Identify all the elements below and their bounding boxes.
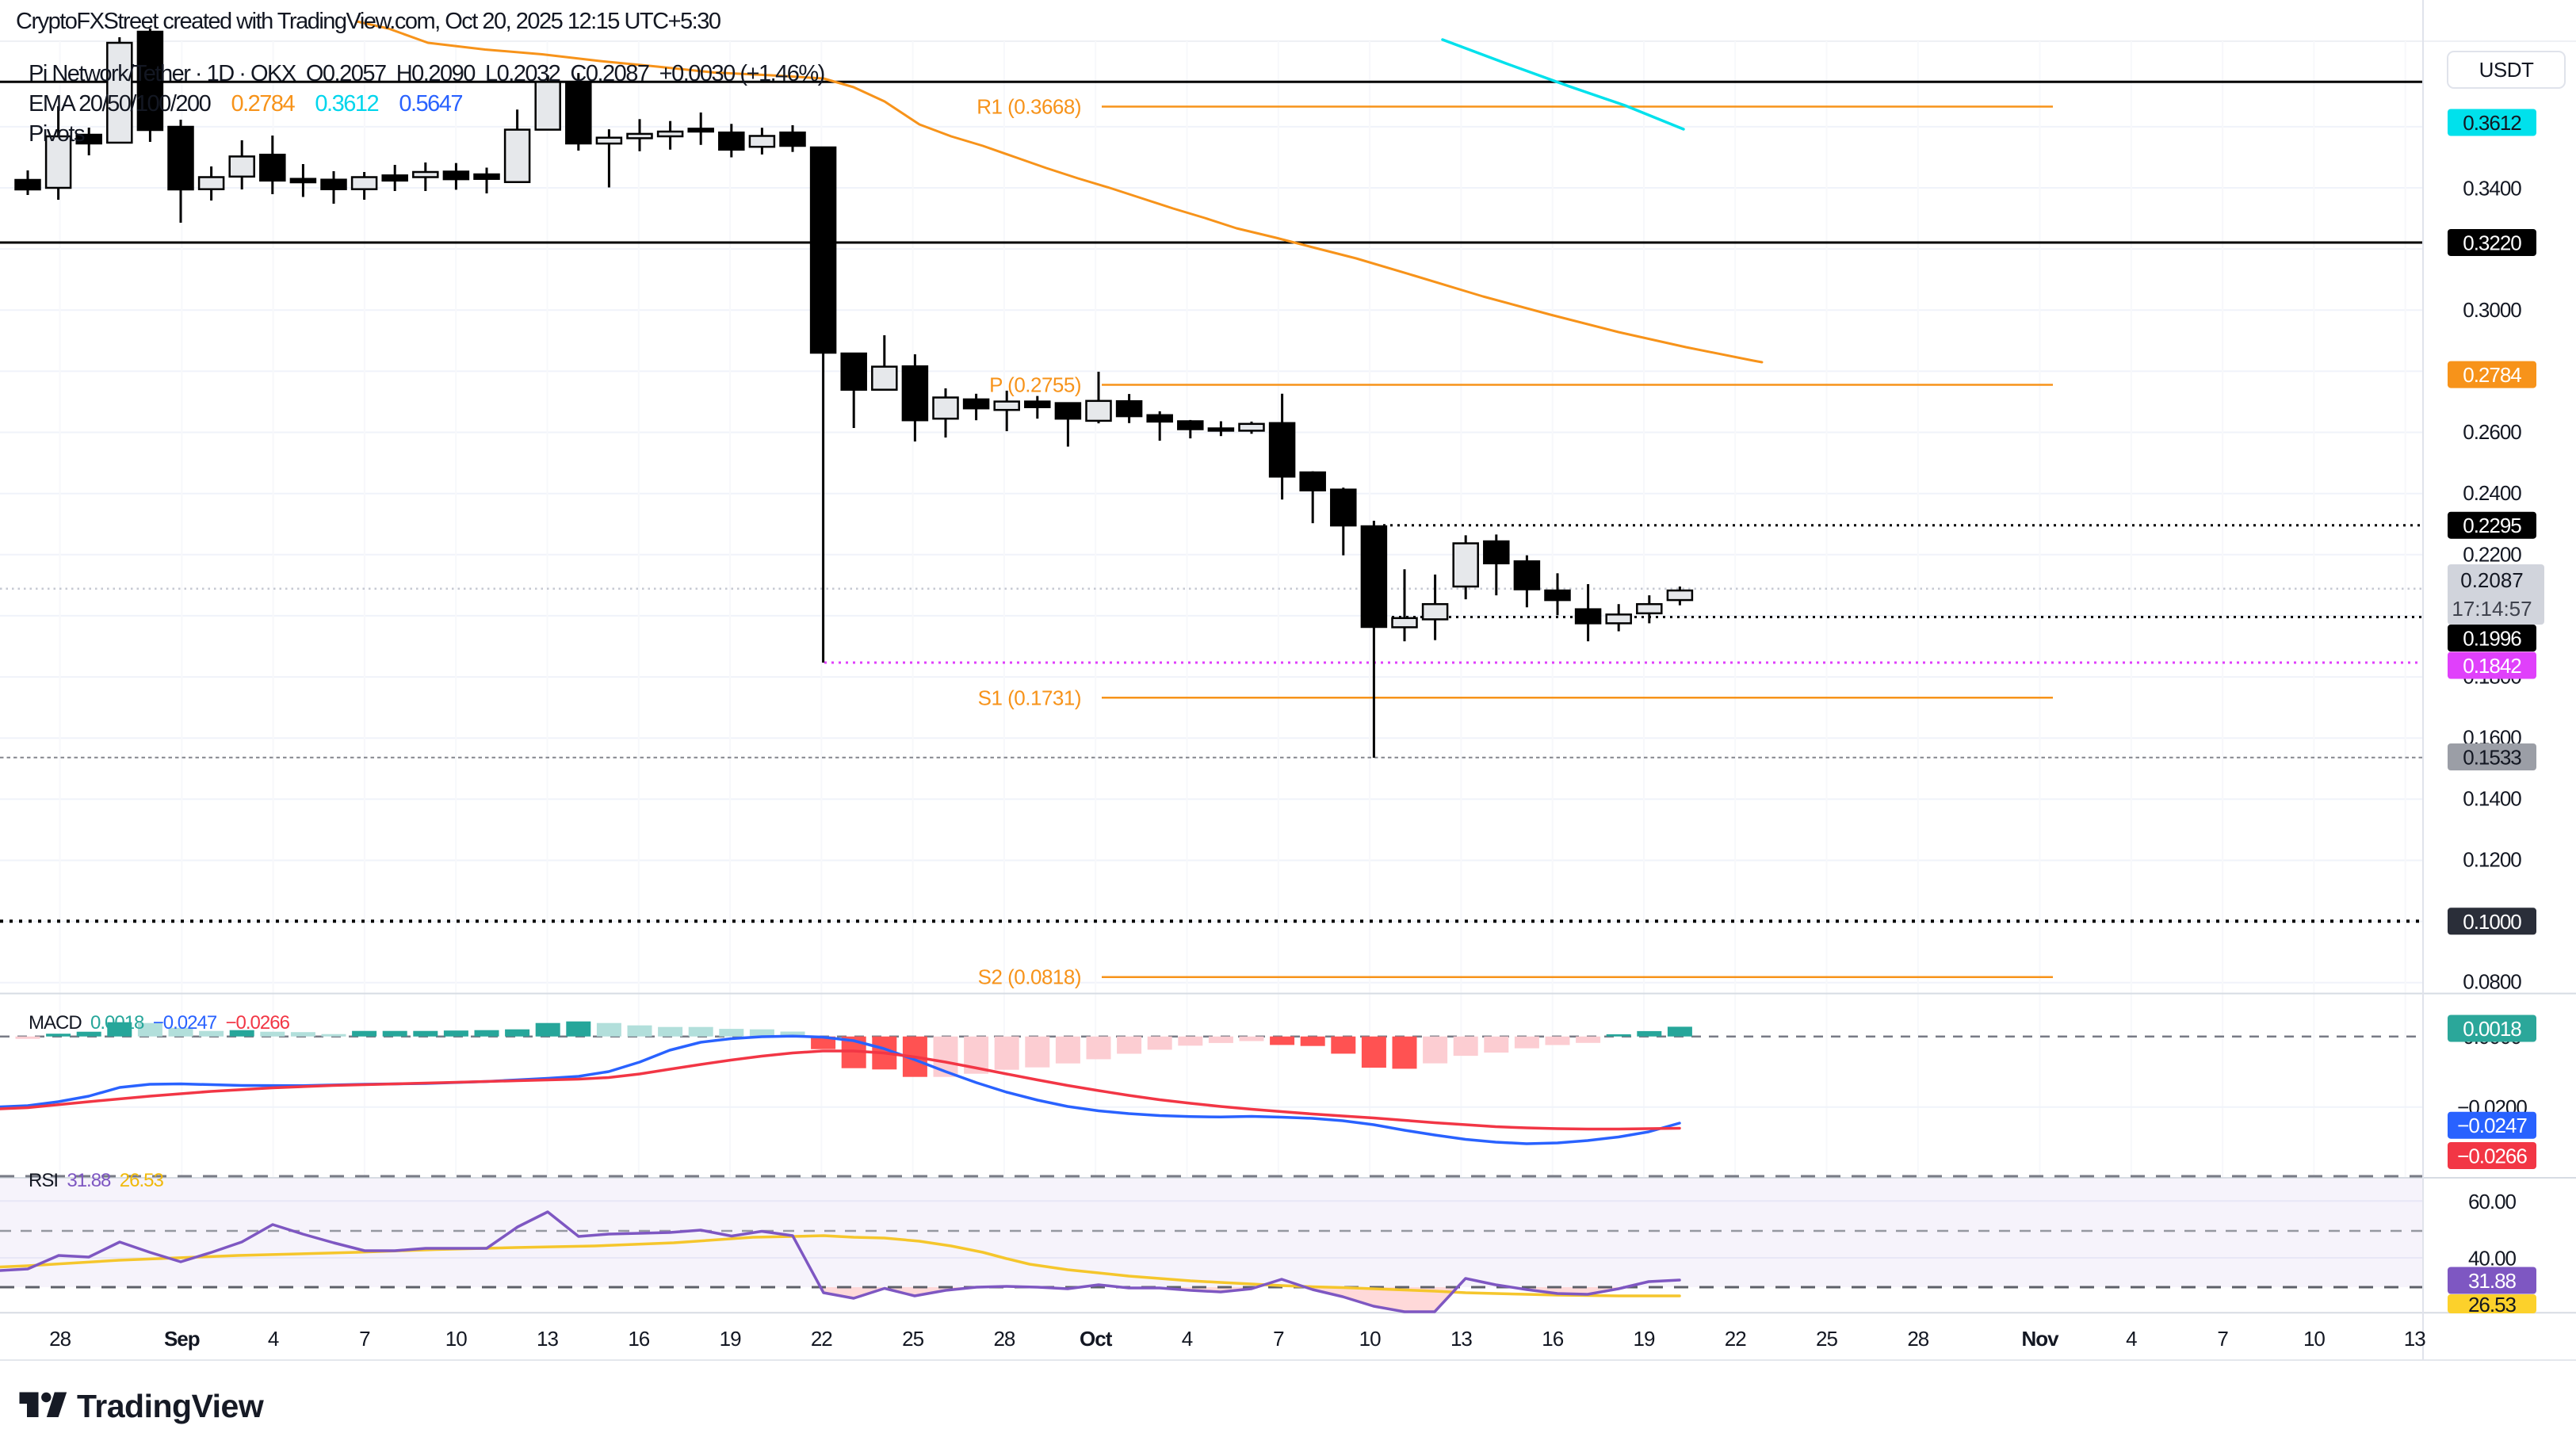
svg-text:0.1400: 0.1400 xyxy=(2463,786,2521,810)
svg-text:22: 22 xyxy=(1725,1327,1746,1351)
svg-text:7: 7 xyxy=(359,1327,370,1351)
svg-text:10: 10 xyxy=(445,1327,467,1351)
svg-text:Nov: Nov xyxy=(2021,1327,2059,1351)
svg-text:0.1996: 0.1996 xyxy=(2463,627,2521,651)
svg-text:25: 25 xyxy=(902,1327,923,1351)
svg-text:7: 7 xyxy=(2217,1327,2228,1351)
svg-text:28: 28 xyxy=(49,1327,71,1351)
svg-text:7: 7 xyxy=(1273,1327,1284,1351)
svg-text:0.3000: 0.3000 xyxy=(2463,298,2521,322)
svg-text:TradingView: TradingView xyxy=(77,1388,264,1424)
svg-text:CryptoFXStreet created with Tr: CryptoFXStreet created with TradingView.… xyxy=(16,9,720,34)
svg-text:40.00: 40.00 xyxy=(2468,1247,2517,1271)
svg-text:EMA 20/50/100/200 0.2784: EMA 20/50/100/200 0.2784 0.3612 0.5647 xyxy=(29,91,462,117)
svg-text:0.2600: 0.2600 xyxy=(2463,420,2521,444)
svg-text:4: 4 xyxy=(268,1327,279,1351)
svg-text:4: 4 xyxy=(1182,1327,1193,1351)
svg-text:10: 10 xyxy=(2303,1327,2325,1351)
svg-text:Sep: Sep xyxy=(164,1327,200,1351)
svg-text:25: 25 xyxy=(1816,1327,1837,1351)
svg-text:RSI 31.88 26.53: RSI 31.88 26.53 xyxy=(29,1170,163,1191)
svg-text:−0.0266: −0.0266 xyxy=(2457,1145,2527,1168)
svg-text:Oct: Oct xyxy=(1080,1327,1113,1351)
svg-text:60.00: 60.00 xyxy=(2468,1190,2517,1213)
svg-text:26.53: 26.53 xyxy=(2468,1293,2517,1317)
svg-text:13: 13 xyxy=(537,1327,558,1351)
svg-text:S2 (0.0818): S2 (0.0818) xyxy=(978,965,1081,989)
svg-text:22: 22 xyxy=(811,1327,832,1351)
svg-text:0.1000: 0.1000 xyxy=(2463,910,2521,934)
svg-text:P (0.2755): P (0.2755) xyxy=(989,373,1081,397)
svg-text:0.3400: 0.3400 xyxy=(2463,177,2521,201)
svg-text:19: 19 xyxy=(720,1327,741,1351)
svg-text:31.88: 31.88 xyxy=(2468,1269,2517,1293)
svg-text:10: 10 xyxy=(1359,1327,1381,1351)
svg-text:16: 16 xyxy=(1542,1327,1563,1351)
svg-text:Pi Network/Tether · 1D · OKX: Pi Network/Tether · 1D · OKX O0.2057 H0.… xyxy=(29,61,824,86)
svg-text:13: 13 xyxy=(2404,1327,2425,1351)
svg-text:17:14:57: 17:14:57 xyxy=(2452,597,2532,621)
svg-text:0.2784: 0.2784 xyxy=(2463,363,2521,387)
svg-text:19: 19 xyxy=(1634,1327,1655,1351)
svg-text:0.2295: 0.2295 xyxy=(2463,514,2521,537)
svg-text:0.2200: 0.2200 xyxy=(2463,542,2521,566)
svg-text:28: 28 xyxy=(993,1327,1015,1351)
svg-text:0.2087: 0.2087 xyxy=(2460,568,2524,592)
svg-text:28: 28 xyxy=(1907,1327,1928,1351)
svg-text:13: 13 xyxy=(1450,1327,1472,1351)
svg-text:S1 (0.1731): S1 (0.1731) xyxy=(978,686,1081,709)
svg-text:0.2400: 0.2400 xyxy=(2463,481,2521,505)
svg-text:MACD 0.0018 −0.0247 −0.0266: MACD 0.0018 −0.0247 −0.0266 xyxy=(29,1012,290,1034)
svg-text:0.0018: 0.0018 xyxy=(2463,1017,2521,1041)
svg-text:0.1842: 0.1842 xyxy=(2463,654,2521,678)
svg-text:0.3612: 0.3612 xyxy=(2463,111,2521,135)
svg-text:R1 (0.3668): R1 (0.3668) xyxy=(977,95,1081,119)
svg-text:16: 16 xyxy=(628,1327,649,1351)
svg-text:0.1533: 0.1533 xyxy=(2463,746,2521,770)
svg-text:0.1200: 0.1200 xyxy=(2463,848,2521,872)
svg-text:Pivots: Pivots xyxy=(29,121,85,147)
svg-text:0.0800: 0.0800 xyxy=(2463,970,2521,994)
svg-text:−0.0247: −0.0247 xyxy=(2457,1114,2527,1137)
svg-text:4: 4 xyxy=(2126,1327,2137,1351)
svg-text:0.3220: 0.3220 xyxy=(2463,231,2521,255)
svg-text:USDT: USDT xyxy=(2479,58,2534,82)
